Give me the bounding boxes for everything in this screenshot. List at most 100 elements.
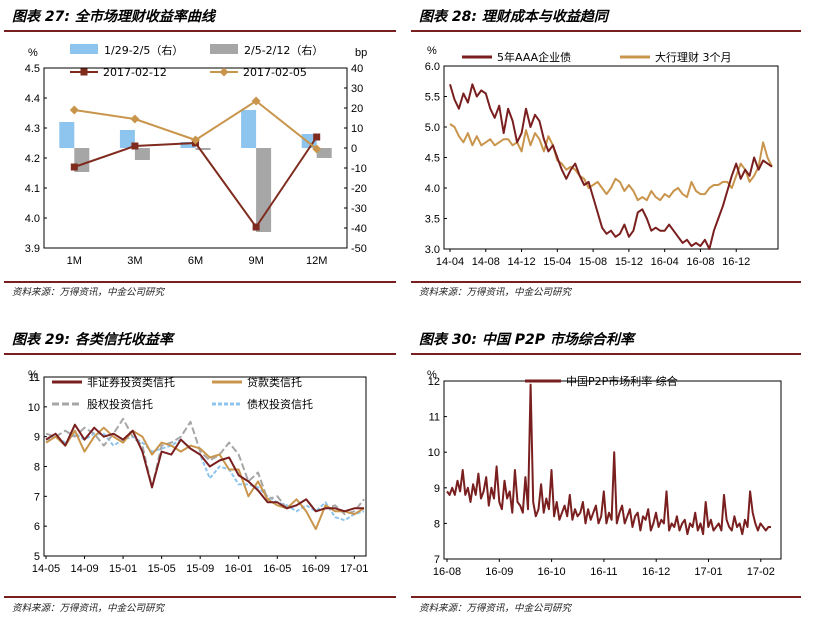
y-tick-label: 10 [428,447,440,459]
y-tick-label: 5 [34,551,40,563]
series-line [45,423,364,513]
series-line-2017-02-12 [73,136,318,228]
y-tick-label: 8 [434,518,440,530]
y-right-tick-label: -20 [351,183,367,195]
x-tick-label: 16-12 [722,256,750,268]
x-tick-label: 6M [188,255,203,267]
y-tick-label: 4.0 [25,213,40,225]
x-tick-label: 16-09 [302,563,330,575]
data-point [70,163,78,171]
legend-swatch [70,44,98,54]
bar-week2 [256,148,272,232]
y-tick-label: 3.0 [425,244,440,256]
x-tick-label: 14-12 [507,256,535,268]
y-tick-label: 4.2 [25,153,40,165]
x-tick-label: 17-02 [747,566,775,578]
y-tick-label: 7 [34,491,40,503]
y-tick-label: 4.0 [425,183,440,195]
legend-label: 2017-02-05 [243,66,307,79]
series-line [449,83,773,250]
data-point [131,142,139,150]
y-unit: % [427,369,437,381]
legend-label: 中国P2P市场利率 综合 [566,374,678,388]
data-point [252,223,260,231]
series-line [45,432,365,522]
legend-marker [219,67,229,77]
chart-panel-30: 图表 30: 中国 P2P 市场综合利率 7 8 9 10 11 12% 16-08 16-0… [407,318,803,628]
data-point [69,105,79,115]
y-right-tick-label: -30 [351,203,367,215]
plot-frame [443,65,779,250]
source-note: 资料来源：万得资讯，中金公司研究 [419,603,572,614]
legend-label: 大行理财 3个月 [655,50,732,64]
y-tick-label: 3.9 [25,243,40,255]
x-tick-label: 16-09 [485,566,513,578]
legend-label: 2/5-2/12（右） [244,43,323,57]
title-rule [411,353,801,355]
legend-label: 债权投资信托 [247,397,313,411]
y-tick-label: 4.5 [25,63,40,75]
x-tick-label: 16-04 [651,256,679,268]
title-rule [4,30,396,32]
y-tick-label: 12 [428,376,440,388]
bar-week1 [241,110,257,148]
x-tick-label: 14-05 [32,563,60,575]
legend-label: 1/29-2/5（右） [104,43,183,57]
y-tick-label: 8 [34,462,40,474]
x-tick-label: 15-04 [543,256,571,268]
series-line [45,426,365,531]
data-point [191,135,200,145]
bottom-rule [411,596,801,598]
y-right-tick-label: 20 [351,103,363,115]
chart-30-svg: 7 8 9 10 11 12% 16-08 16-09 16-10 16-11 16-12 17-01… [427,369,782,578]
x-tick-label: 9M [248,255,263,267]
bottom-rule [411,281,801,283]
x-tick-label: 15-08 [579,256,607,268]
chart-28-svg: 3.0 3.5 4.0 4.5 5.0 5.5 6.0% 14-04 14-08 14-12 15-… [425,45,779,268]
x-tick-label: 12M [306,255,327,267]
x-tick-label: 15-05 [148,563,176,575]
y-tick-label: 6.0 [425,61,440,73]
x-tick-label: 16-10 [538,566,566,578]
y-tick-label: 5.0 [425,122,440,134]
bar-week2 [195,148,211,150]
bar-week2 [316,148,332,158]
chart-panel-27: 图表 27: 全市场理财收益率曲线 3.9 4.0 4.1 4.2 4.3 4.4 4.5 -… [0,0,396,310]
y-unit: % [28,369,38,381]
y-right-tick-label: -10 [351,163,367,175]
x-tick-label: 17-01 [340,563,368,575]
x-tick-label: 1M [67,255,82,267]
chart-title-27: 图表 27: 全市场理财收益率曲线 [12,9,215,25]
y-tick-label: 4.4 [25,93,40,105]
y-right-tick-label: -50 [351,243,367,255]
y-tick-label: 11 [29,372,40,384]
series-line [45,417,365,516]
legend-label: 5年AAA企业债 [497,50,571,64]
x-tick-label: 16-01 [225,563,253,575]
chart-29-svg: 5 6 7 8 9 10 11% 14-05 14-09 15-01 15-05 15-09 16-01… [28,369,369,575]
y-right-tick-label: 0 [351,143,357,155]
series-line [449,123,773,202]
bar-week1 [180,142,196,148]
chart-title-28: 图表 28: 理财成本与收益趋同 [419,9,608,25]
chart-title-29: 图表 29: 各类信托收益率 [12,332,173,348]
x-tick-label: 17-01 [694,566,722,578]
legend-label: 非证券投资类信托 [87,375,175,389]
data-point [312,144,322,154]
x-tick-label: 14-04 [436,256,464,268]
legend-label: 股权投资信托 [87,397,153,411]
legend-label: 贷款类信托 [247,375,302,389]
y-unit: % [427,45,437,57]
y-right-tick-label: 10 [351,123,363,135]
chart-panel-28: 图表 28: 理财成本与收益趋同 3.0 3.5 4.0 4.5 5.0 5.5 6.0% 1… [407,0,803,310]
x-tick-label: 14-09 [70,563,98,575]
x-tick-label: 16-12 [642,566,670,578]
x-tick-label: 15-01 [109,563,137,575]
chart-title-30: 图表 30: 中国 P2P 市场综合利率 [419,332,634,348]
y-tick-label: 3.5 [425,214,440,226]
source-note: 资料来源：万得资讯，中金公司研究 [12,287,165,298]
bar-week1 [59,122,75,148]
chart-27-svg: 3.9 4.0 4.1 4.2 4.3 4.4 4.5 -50 -40 -30 -20 -10 0 10 2… [25,43,368,267]
y-tick-label: 11 [429,412,440,424]
legend-swatch [210,44,238,54]
